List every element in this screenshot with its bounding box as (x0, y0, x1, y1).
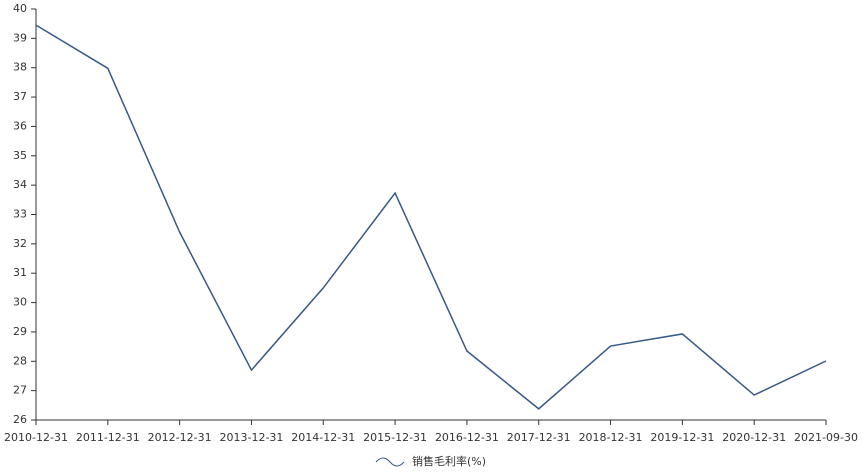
x-tick-label: 2018-12-31 (579, 431, 643, 444)
legend-label: 销售毛利率(%) (412, 454, 486, 468)
x-tick-label: 2013-12-31 (219, 431, 283, 444)
x-tick-label: 2021-09-30 (794, 431, 858, 444)
legend-icon (375, 457, 405, 467)
x-tick-label: 2016-12-31 (435, 431, 499, 444)
y-tick-label: 26 (13, 413, 27, 426)
y-tick-label: 27 (13, 384, 27, 397)
y-tick-label: 38 (13, 61, 27, 74)
y-tick-label: 33 (13, 208, 27, 221)
y-tick-label: 32 (13, 237, 27, 250)
y-tick-label: 40 (13, 2, 27, 15)
y-tick-label: 36 (13, 119, 27, 132)
y-tick-label: 37 (13, 90, 27, 103)
y-tick-label: 30 (13, 296, 27, 309)
y-tick-label: 28 (13, 354, 27, 367)
y-tick-label: 34 (13, 178, 27, 191)
y-tick-label: 31 (13, 266, 27, 279)
x-tick-label: 2014-12-31 (291, 431, 355, 444)
x-tick-label: 2010-12-31 (4, 431, 68, 444)
x-tick-label: 2019-12-31 (650, 431, 714, 444)
x-tick-label: 2012-12-31 (148, 431, 212, 444)
y-tick-label: 35 (13, 149, 27, 162)
x-tick-label: 2020-12-31 (722, 431, 786, 444)
line (35, 24, 827, 410)
x-tick-label: 2017-12-31 (507, 431, 571, 444)
y-tick-label: 29 (13, 325, 27, 338)
y-tick-label: 39 (13, 31, 27, 44)
x-tick-label: 2015-12-31 (363, 431, 427, 444)
x-tick-label: 2011-12-31 (76, 431, 140, 444)
